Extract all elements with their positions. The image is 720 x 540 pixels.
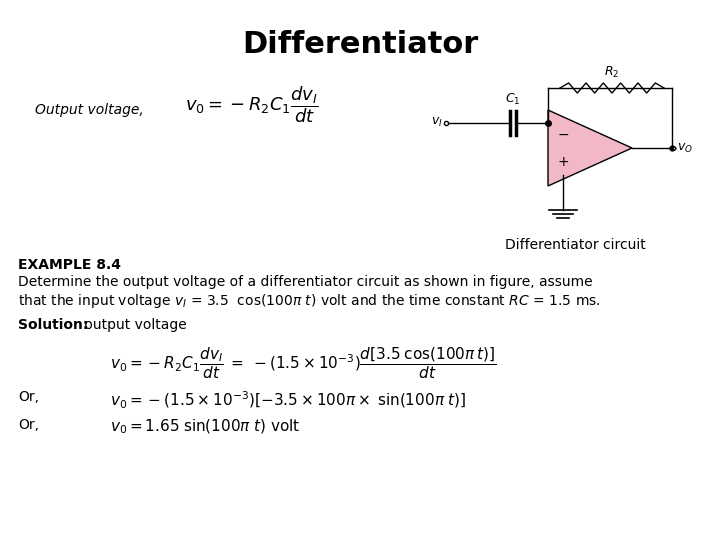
Text: output voltage: output voltage <box>80 318 186 332</box>
Text: $v_0=1.65\;\sin(100\pi\;t)$ volt: $v_0=1.65\;\sin(100\pi\;t)$ volt <box>110 418 300 436</box>
Text: Differentiator circuit: Differentiator circuit <box>505 238 645 252</box>
Text: $-$: $-$ <box>557 127 569 141</box>
Text: Differentiator: Differentiator <box>242 30 478 59</box>
Text: $R_2$: $R_2$ <box>604 65 620 80</box>
Text: $v_I$: $v_I$ <box>431 116 443 129</box>
Text: $C_1$: $C_1$ <box>505 92 521 107</box>
Text: $v_O$: $v_O$ <box>677 141 693 154</box>
Text: Output voltage,: Output voltage, <box>35 103 144 117</box>
Text: $v_0=-(1.5\times10^{-3})[-3.5\times100\pi\times\;\sin(100\pi\;t)]$: $v_0=-(1.5\times10^{-3})[-3.5\times100\p… <box>110 390 466 411</box>
Text: that the input voltage $v_I$ = 3.5  cos(100$\pi$ $t$) volt and the time constant: that the input voltage $v_I$ = 3.5 cos(1… <box>18 292 600 310</box>
Polygon shape <box>548 110 632 186</box>
Text: Or,: Or, <box>18 418 39 432</box>
Text: $v_0=-R_2C_1\dfrac{dv_I}{dt}$$\;=\;-(1.5\times10^{-3})\dfrac{d[3.5\;\cos(100\pi\: $v_0=-R_2C_1\dfrac{dv_I}{dt}$$\;=\;-(1.5… <box>110 345 496 381</box>
Text: $+$: $+$ <box>557 155 569 169</box>
Text: Determine the output voltage of a differentiator circuit as shown in figure, ass: Determine the output voltage of a differ… <box>18 275 593 289</box>
Text: Or,: Or, <box>18 390 39 404</box>
Text: EXAMPLE 8.4: EXAMPLE 8.4 <box>18 258 121 272</box>
Text: Solution:: Solution: <box>18 318 89 332</box>
Text: $v_0 = -R_2C_1\dfrac{dv_I}{dt}$: $v_0 = -R_2C_1\dfrac{dv_I}{dt}$ <box>185 85 319 125</box>
